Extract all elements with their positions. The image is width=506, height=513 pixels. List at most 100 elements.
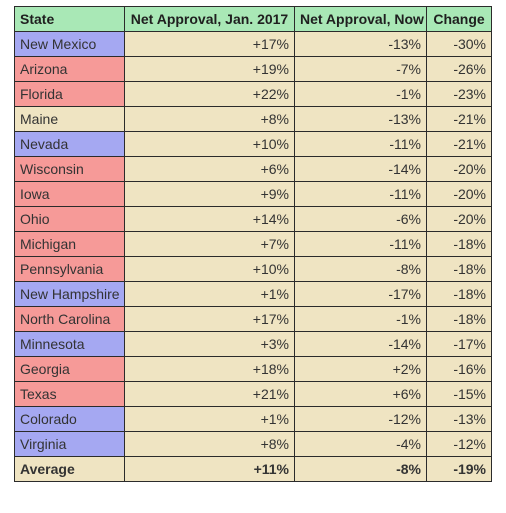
jan-2017-cell: +1% <box>124 406 295 432</box>
table-row: Minnesota +3% -14% -17% <box>14 331 492 357</box>
state-cell: Iowa <box>14 181 125 207</box>
now-cell: -12% <box>294 406 427 432</box>
state-cell: Arizona <box>14 56 125 82</box>
average-change: -19% <box>426 456 492 482</box>
now-cell: -1% <box>294 306 427 332</box>
now-cell: -1% <box>294 81 427 107</box>
now-cell: -11% <box>294 131 427 157</box>
average-now: -8% <box>294 456 427 482</box>
header-jan-2017: Net Approval, Jan. 2017 <box>124 6 295 32</box>
state-cell: Virginia <box>14 431 125 457</box>
change-cell: -16% <box>426 356 492 382</box>
table-row: Colorado +1% -12% -13% <box>14 406 492 432</box>
now-cell: -13% <box>294 106 427 132</box>
table-row: Georgia +18% +2% -16% <box>14 356 492 382</box>
jan-2017-cell: +3% <box>124 331 295 357</box>
table-row: Ohio +14% -6% -20% <box>14 206 492 232</box>
state-cell: Nevada <box>14 131 125 157</box>
table-row: Michigan +7% -11% -18% <box>14 231 492 257</box>
change-cell: -18% <box>426 306 492 332</box>
now-cell: +6% <box>294 381 427 407</box>
state-cell: Colorado <box>14 406 125 432</box>
jan-2017-cell: +19% <box>124 56 295 82</box>
jan-2017-cell: +14% <box>124 206 295 232</box>
state-cell: Wisconsin <box>14 156 125 182</box>
average-label: Average <box>14 456 125 482</box>
table-row: North Carolina +17% -1% -18% <box>14 306 492 332</box>
change-cell: -18% <box>426 256 492 282</box>
average-jan-2017: +11% <box>124 456 295 482</box>
jan-2017-cell: +9% <box>124 181 295 207</box>
jan-2017-cell: +21% <box>124 381 295 407</box>
table-row: Wisconsin +6% -14% -20% <box>14 156 492 182</box>
table-row: New Mexico +17% -13% -30% <box>14 31 492 57</box>
jan-2017-cell: +22% <box>124 81 295 107</box>
net-approval-table: State Net Approval, Jan. 2017 Net Approv… <box>14 6 492 482</box>
jan-2017-cell: +6% <box>124 156 295 182</box>
now-cell: -13% <box>294 31 427 57</box>
header-change: Change <box>426 6 492 32</box>
jan-2017-cell: +1% <box>124 281 295 307</box>
now-cell: -17% <box>294 281 427 307</box>
jan-2017-cell: +18% <box>124 356 295 382</box>
change-cell: -23% <box>426 81 492 107</box>
state-cell: North Carolina <box>14 306 125 332</box>
change-cell: -21% <box>426 106 492 132</box>
jan-2017-cell: +10% <box>124 131 295 157</box>
jan-2017-cell: +7% <box>124 231 295 257</box>
state-cell: Texas <box>14 381 125 407</box>
state-cell: Florida <box>14 81 125 107</box>
now-cell: -7% <box>294 56 427 82</box>
state-cell: Pennsylvania <box>14 256 125 282</box>
change-cell: -21% <box>426 131 492 157</box>
state-cell: Michigan <box>14 231 125 257</box>
now-cell: -4% <box>294 431 427 457</box>
jan-2017-cell: +8% <box>124 431 295 457</box>
state-cell: Minnesota <box>14 331 125 357</box>
change-cell: -20% <box>426 156 492 182</box>
state-cell: Georgia <box>14 356 125 382</box>
change-cell: -15% <box>426 381 492 407</box>
table-row: Virginia +8% -4% -12% <box>14 431 492 457</box>
header-state: State <box>14 6 125 32</box>
change-cell: -20% <box>426 181 492 207</box>
now-cell: +2% <box>294 356 427 382</box>
now-cell: -6% <box>294 206 427 232</box>
change-cell: -18% <box>426 231 492 257</box>
table-row: Maine +8% -13% -21% <box>14 106 492 132</box>
table-row: Pennsylvania +10% -8% -18% <box>14 256 492 282</box>
table-row: Arizona +19% -7% -26% <box>14 56 492 82</box>
change-cell: -26% <box>426 56 492 82</box>
change-cell: -20% <box>426 206 492 232</box>
jan-2017-cell: +17% <box>124 306 295 332</box>
change-cell: -30% <box>426 31 492 57</box>
now-cell: -8% <box>294 256 427 282</box>
state-cell: New Mexico <box>14 31 125 57</box>
table-body: New Mexico +17% -13% -30% Arizona +19% -7% -26%… <box>14 31 492 457</box>
table-row: Florida +22% -1% -23% <box>14 81 492 107</box>
change-cell: -18% <box>426 281 492 307</box>
change-cell: -13% <box>426 406 492 432</box>
now-cell: -14% <box>294 331 427 357</box>
state-cell: Maine <box>14 106 125 132</box>
now-cell: -11% <box>294 181 427 207</box>
table-row: Iowa +9% -11% -20% <box>14 181 492 207</box>
table-row: Nevada +10% -11% -21% <box>14 131 492 157</box>
approval-table-container: State Net Approval, Jan. 2017 Net Approv… <box>14 6 492 482</box>
table-footer: Average +11% -8% -19% <box>14 456 492 482</box>
jan-2017-cell: +17% <box>124 31 295 57</box>
now-cell: -14% <box>294 156 427 182</box>
table-row: New Hampshire +1% -17% -18% <box>14 281 492 307</box>
table-row: Texas +21% +6% -15% <box>14 381 492 407</box>
header-row: State Net Approval, Jan. 2017 Net Approv… <box>14 6 492 32</box>
now-cell: -11% <box>294 231 427 257</box>
average-row: Average +11% -8% -19% <box>14 456 492 482</box>
change-cell: -12% <box>426 431 492 457</box>
jan-2017-cell: +10% <box>124 256 295 282</box>
change-cell: -17% <box>426 331 492 357</box>
jan-2017-cell: +8% <box>124 106 295 132</box>
header-now: Net Approval, Now <box>294 6 427 32</box>
state-cell: Ohio <box>14 206 125 232</box>
state-cell: New Hampshire <box>14 281 125 307</box>
table-header: State Net Approval, Jan. 2017 Net Approv… <box>14 6 492 32</box>
